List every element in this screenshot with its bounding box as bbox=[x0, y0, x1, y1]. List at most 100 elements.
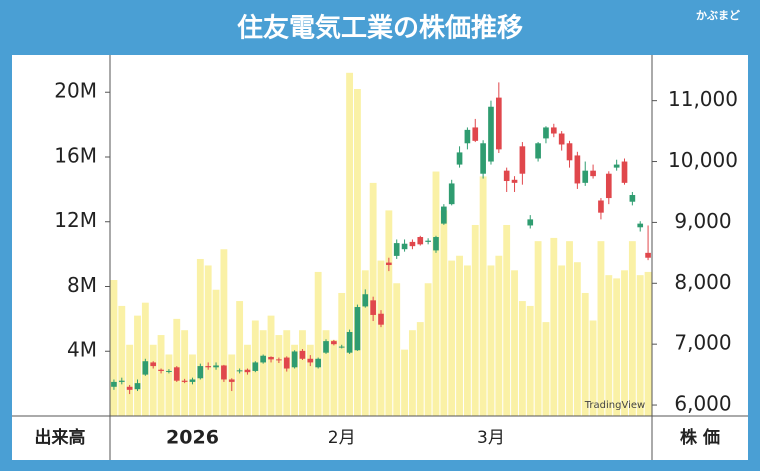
volume-bar bbox=[118, 305, 126, 416]
candle-body bbox=[213, 365, 219, 368]
candle-body bbox=[527, 219, 534, 226]
volume-bar bbox=[134, 315, 141, 416]
candle-body bbox=[629, 195, 636, 202]
volume-bar bbox=[471, 224, 479, 416]
volume-bar bbox=[196, 258, 204, 416]
volume-bar bbox=[636, 275, 644, 416]
volume-bar bbox=[542, 322, 550, 416]
candle-body bbox=[197, 366, 204, 379]
volume-bar bbox=[503, 224, 511, 416]
candle-body bbox=[338, 346, 345, 348]
candle-body bbox=[645, 252, 651, 258]
candle-body bbox=[370, 300, 376, 315]
volume-bar bbox=[330, 339, 338, 416]
candle-body bbox=[621, 161, 628, 183]
candle-body bbox=[150, 362, 157, 367]
volume-bar bbox=[566, 241, 573, 416]
candle-body bbox=[417, 237, 424, 245]
volume-bar bbox=[181, 330, 189, 416]
y2-tick-label: 6,000 bbox=[674, 392, 731, 416]
candle-body bbox=[503, 170, 510, 182]
candle-body bbox=[244, 369, 251, 373]
volume-bar bbox=[291, 344, 299, 416]
volume-bar bbox=[479, 176, 487, 416]
candle-body bbox=[441, 206, 447, 224]
volume-bar bbox=[306, 344, 314, 416]
volume-bar bbox=[613, 278, 621, 416]
candle-body bbox=[111, 381, 117, 387]
x-tick-label: 2月 bbox=[328, 428, 356, 448]
candle-body bbox=[519, 146, 526, 174]
volume-bar bbox=[511, 270, 518, 416]
candle-body bbox=[221, 365, 227, 380]
candle-body bbox=[386, 262, 392, 266]
candle-body bbox=[464, 129, 471, 144]
candle-body bbox=[433, 237, 439, 251]
y-tick-label: 8M bbox=[67, 273, 97, 297]
volume-bar bbox=[393, 283, 401, 416]
candle-body bbox=[393, 243, 400, 256]
volume-bar bbox=[283, 330, 291, 416]
candle-body bbox=[511, 179, 518, 183]
candle-body bbox=[307, 358, 314, 363]
candle-body bbox=[315, 358, 321, 368]
candle-body bbox=[574, 155, 581, 184]
y-axis-label: 出来高 bbox=[35, 427, 86, 448]
volume-bar bbox=[267, 315, 275, 416]
volume-bar bbox=[628, 241, 636, 416]
volume-bar bbox=[165, 354, 173, 416]
candle-body bbox=[189, 379, 196, 382]
volume-bar bbox=[416, 322, 424, 416]
chart-title: 住友電気工業の株価推移 bbox=[237, 13, 523, 44]
volume-bar bbox=[424, 283, 432, 416]
volume-bar bbox=[220, 249, 228, 416]
candle-body bbox=[276, 359, 282, 361]
candle-body bbox=[252, 362, 259, 371]
volume-bar bbox=[573, 262, 581, 416]
x-tick-label: 3月 bbox=[477, 428, 505, 448]
volume-bar bbox=[275, 335, 283, 416]
y-tick-label: 16M bbox=[54, 143, 97, 167]
volume-bar bbox=[244, 344, 251, 416]
watermark: TradingView bbox=[584, 400, 645, 411]
candle-body bbox=[158, 369, 164, 371]
brand-logo: かぶまど bbox=[696, 9, 740, 22]
volume-bar bbox=[259, 330, 267, 416]
candle-body bbox=[354, 307, 361, 351]
volume-bar bbox=[589, 320, 597, 416]
volume-bar bbox=[597, 241, 605, 416]
volume-bar bbox=[346, 72, 354, 416]
candle-body bbox=[166, 370, 172, 372]
volume-bar bbox=[440, 210, 448, 416]
volume-bar bbox=[212, 289, 220, 416]
volume-bar bbox=[518, 301, 526, 416]
volume-bar bbox=[432, 171, 440, 416]
y2-tick-label: 10,000 bbox=[668, 148, 738, 172]
candle-body bbox=[236, 370, 243, 372]
volume-bar bbox=[534, 241, 542, 416]
candle-body bbox=[181, 380, 188, 382]
candle-body bbox=[480, 143, 486, 174]
candle-body bbox=[142, 361, 149, 375]
candle-body bbox=[543, 127, 549, 139]
candle-body bbox=[598, 200, 604, 213]
volume-bar bbox=[204, 265, 212, 416]
candle-body bbox=[291, 351, 298, 368]
y2-tick-label: 8,000 bbox=[674, 270, 731, 294]
volume-bar bbox=[354, 88, 361, 416]
y2-axis-label: 株 価 bbox=[680, 427, 720, 448]
volume-bar bbox=[299, 330, 306, 416]
candle-body bbox=[401, 243, 408, 250]
candle-body bbox=[495, 97, 502, 150]
candle-body bbox=[566, 143, 573, 161]
candle-body bbox=[472, 127, 479, 141]
candle-body bbox=[488, 106, 494, 162]
candle-body bbox=[126, 386, 133, 390]
y2-tick-label: 7,000 bbox=[674, 331, 731, 355]
y-tick-label: 12M bbox=[54, 208, 97, 232]
volume-bar bbox=[605, 275, 613, 416]
volume-bar bbox=[322, 330, 330, 416]
y-tick-label: 20M bbox=[54, 79, 97, 103]
x-tick-label: 2026 bbox=[166, 427, 219, 449]
